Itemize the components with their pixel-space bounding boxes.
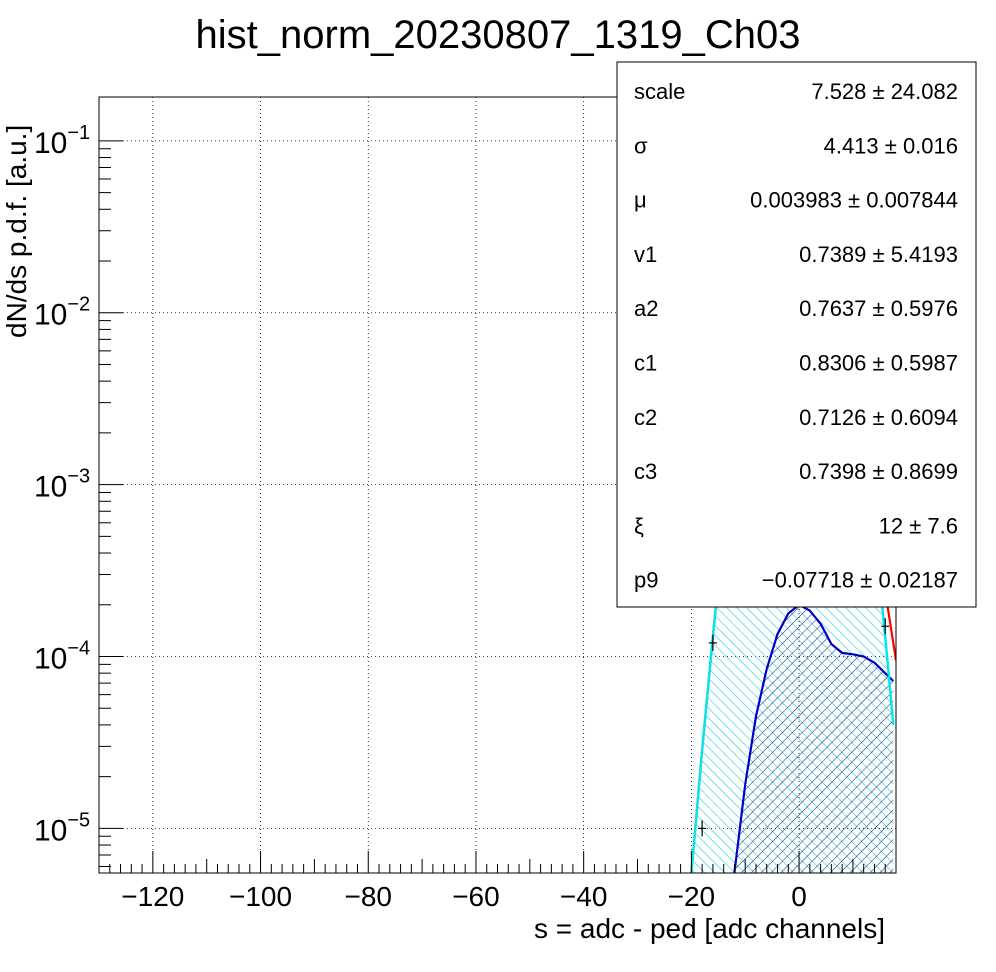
stats-param-value: −0.07718 ± 0.02187 [762,568,958,593]
y-tick-label: 10−1 [34,122,90,160]
stats-param-value: 0.7637 ± 0.5976 [799,296,958,321]
stats-param-name: ξ [634,513,644,538]
stats-param-value: 0.003983 ± 0.007844 [750,188,958,213]
stats-param-value: 0.7398 ± 0.8699 [799,459,958,484]
stats-param-name: μ [634,188,647,213]
stats-param-value: 0.7126 ± 0.6094 [799,405,958,430]
stats-param-name: a2 [634,296,658,321]
stats-param-value: 0.7389 ± 5.4193 [799,242,958,267]
stats-rows: scale 7.528 ± 24.082 σ 4.413 ± 0.016 μ 0.0039… [634,79,958,593]
stats-param-name: c1 [634,351,657,376]
stats-param-value: 4.413 ± 0.016 [824,133,958,158]
y-tick-label: 10−3 [34,466,90,504]
x-tick-label: −40 [560,881,608,912]
stats-param-value: 0.8306 ± 0.5987 [799,351,958,376]
y-axis-label: dN/ds p.d.f. [a.u.] [1,125,32,338]
y-tick-label: 10−2 [34,294,90,332]
y-tick-label: 10−5 [34,809,90,847]
signal-fill-area [734,604,894,873]
x-tick-label: −100 [229,881,292,912]
stats-box-frame [616,61,977,608]
x-tick-label: −120 [121,881,184,912]
x-axis-ticks: −120 −100 −80 −60 −40 −20 0 [98,851,897,912]
stats-param-name: scale [634,79,685,104]
y-axis-ticks: 10−5 10−4 10−3 10−2 10−1 [34,122,123,868]
stats-param-name: v1 [634,242,657,267]
stats-param-name: p9 [634,568,658,593]
chart-title: hist_norm_20230807_1319_Ch03 [196,13,801,57]
x-tick-label: −80 [345,881,393,912]
fit-stats-box: scale 7.528 ± 24.082 σ 4.413 ± 0.016 μ 0.0039… [616,61,977,608]
stats-param-name: c2 [634,405,657,430]
stats-param-value: 12 ± 7.6 [879,513,958,538]
y-tick-label: 10−4 [34,637,90,675]
signal-component-line [733,603,895,873]
stats-param-value: 7.528 ± 24.082 [811,79,958,104]
stats-param-name: σ [634,133,648,158]
stats-param-name: c3 [634,459,657,484]
x-tick-label: 0 [791,881,807,912]
x-tick-label: −20 [668,881,716,912]
x-tick-label: −60 [452,881,500,912]
x-axis-label: s = adc - ped [adc channels] [534,913,885,944]
